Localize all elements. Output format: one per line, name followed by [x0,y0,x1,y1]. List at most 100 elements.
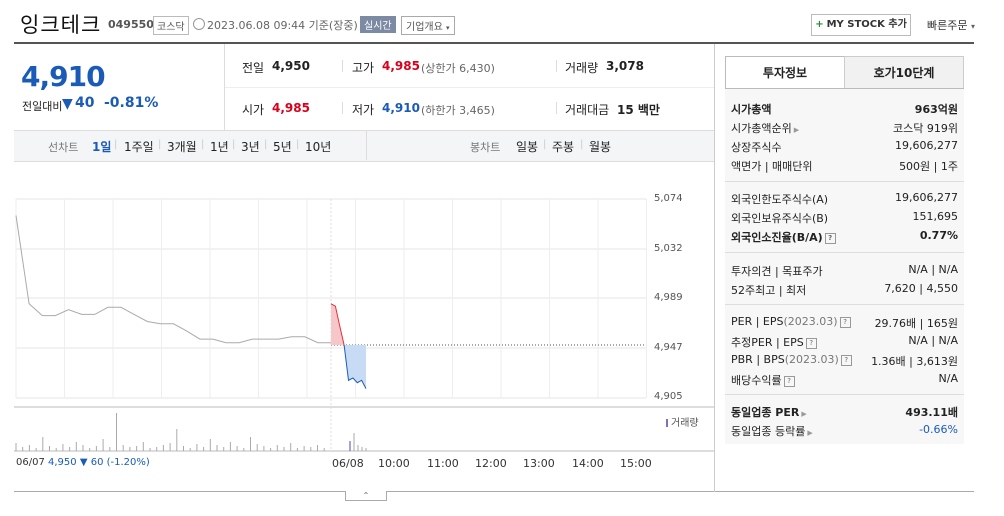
plus-icon: + [815,19,824,30]
row-sub: (2023.03) [784,353,839,366]
my-stock-label: MY STOCK 추가 [826,19,907,30]
realtime-badge[interactable]: 실시간 [360,16,396,33]
separator: | [264,139,268,150]
divider [725,252,964,253]
prev-day-line [15,215,331,344]
chevron-up-icon: ⌃ [362,491,370,500]
row-value: 19,606,277 [895,191,958,204]
row-sub: (2023.03) [783,315,838,328]
chevron-down-icon: ▾ [446,24,450,32]
clock-icon [193,18,205,30]
row-value: N/A | N/A [908,334,958,347]
row-label: PBR | BPS [731,353,785,366]
x-tick: 12:00 [475,457,507,470]
row-value: 963억원 [914,103,958,116]
period-1y[interactable]: 1년 [210,140,229,154]
row-label: 동일업종 등락률 [731,425,806,438]
tab-investment-info[interactable]: 투자정보 [725,56,845,89]
row-label: 상장주식수 [731,141,782,154]
period-5y[interactable]: 5년 [273,140,292,154]
divider [556,102,557,114]
chart-series [15,215,646,389]
row-label-wrap: 배당수익률? [731,372,795,388]
candle-monthly[interactable]: 월봉 [589,140,612,154]
y-tick: 5,032 [654,243,683,254]
chart-grid [14,198,714,452]
row-value: 1.36배 | 3,613원 [871,355,958,368]
company-overview-button[interactable]: 기업개요 ▾ [401,16,455,35]
row-label: 동일업종 PER [731,406,800,419]
current-price: 4,910 [21,60,106,93]
row-value: 493.11배 [905,406,958,419]
caret-right-icon: ▶ [801,410,807,418]
high-value: 4,985 [382,59,420,73]
row-label: 액면가 | 매매단위 [731,160,813,173]
row-label-wrap: 시가총액순위 ▶ [731,120,799,136]
caret-right-icon: ▶ [793,126,800,134]
investment-info-panel: 시가총액 963억원 시가총액순위 ▶ 코스닥 919위 상장주식수 19,606… [725,88,964,444]
row-label: 외국인보유주식수(B) [731,212,829,225]
line-chart-label: 선차트 [48,141,79,154]
row-label: 외국인소진율(B/A) [731,231,823,244]
y-tick: 4,947 [654,342,683,353]
separator: | [543,139,547,150]
row-label: PER | EPS [731,315,784,328]
row-label: 외국인한도주식수(A) [731,193,829,206]
row-label-wrap: 동일업종 PER ▶ [731,404,807,420]
low-label: 저가 [352,103,375,117]
quote-datetime: 2023.06.08 09:44 기준(장중) [207,19,358,32]
row-value: N/A | N/A [908,263,958,276]
my-stock-add-button[interactable]: + MY STOCK 추가 [811,14,911,36]
divider [224,44,225,130]
tab-orderbook-10[interactable]: 호가10단계 [844,56,964,90]
y-tick: 5,074 [654,193,683,204]
period-bar [14,130,714,162]
quick-order-button[interactable]: 빠른주문 ▾ [927,17,975,33]
x-tick: 13:00 [523,457,555,470]
x-tick: 14:00 [572,457,604,470]
open-label: 시가 [242,103,265,117]
help-icon[interactable]: ? [824,232,836,244]
amount-label: 거래대금 [565,103,610,117]
summary-date: 06/07 [16,457,45,468]
lower-limit: (하한가 3,465) [421,104,495,117]
change-percent: -0.81% [104,95,159,111]
row-value: -0.66% [919,423,958,436]
separator: | [114,139,118,150]
expand-toggle-button[interactable]: ⌃ [345,491,387,501]
market-badge: 코스닥 [153,16,189,35]
divider [556,60,557,72]
info-tabs: 투자정보 호가10단계 [725,56,964,90]
candle-weekly[interactable]: 주봉 [552,140,575,154]
down-arrow-icon: ▼ [62,96,73,112]
period-1d[interactable]: 1일 [92,140,112,154]
price-chart[interactable] [0,0,714,491]
stock-name: 잉크테크 [20,13,102,37]
help-icon[interactable]: ? [805,337,817,349]
caret-right-icon: ▶ [807,429,813,437]
divider [225,87,714,88]
row-value: 500원 | 1주 [899,160,958,173]
summary-change: ▼ 60 [79,457,104,468]
volume-label: 거래량 [565,61,599,75]
candle-daily[interactable]: 일봉 [516,140,539,154]
x-tick: 11:00 [427,457,459,470]
divider [725,304,964,305]
period-10y[interactable]: 10년 [305,140,332,154]
prev-close-label: 전일 [242,61,265,75]
period-3y[interactable]: 3년 [241,140,260,154]
period-3m[interactable]: 3개월 [167,140,197,154]
summary-price: 4,950 [48,457,77,468]
row-value: N/A [938,372,958,385]
help-icon[interactable]: ? [783,375,795,387]
help-icon[interactable]: ? [840,354,852,366]
separator: | [296,139,300,150]
period-1w[interactable]: 1주일 [124,140,154,154]
volume-value: 3,078 [606,59,644,73]
row-value: 29.76배 | 165원 [874,317,958,330]
row-label: 배당수익률 [731,374,782,387]
divider [366,130,367,160]
amount-value: 15 백만 [617,103,660,117]
help-icon[interactable]: ? [839,316,851,328]
volume-bars [15,413,367,451]
